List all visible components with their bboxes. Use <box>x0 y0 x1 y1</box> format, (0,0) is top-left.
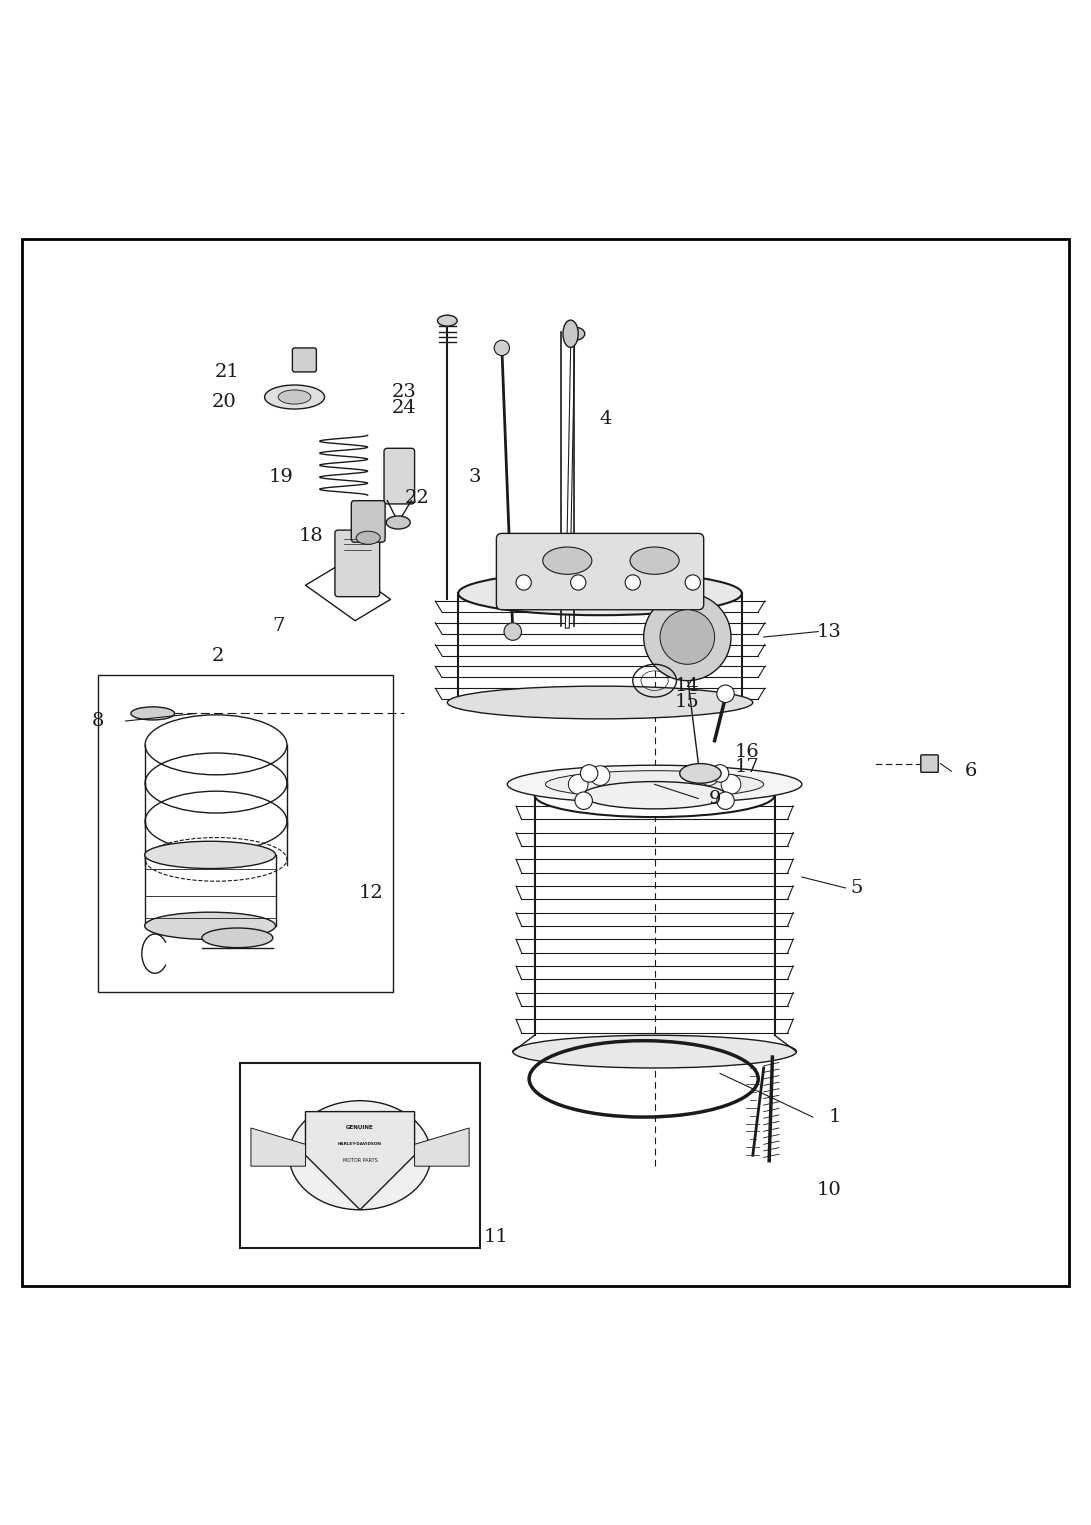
Polygon shape <box>305 564 391 621</box>
Circle shape <box>711 764 729 782</box>
Ellipse shape <box>680 764 721 784</box>
Ellipse shape <box>447 686 753 718</box>
Circle shape <box>625 575 640 590</box>
Text: 5: 5 <box>850 878 863 897</box>
Text: 9: 9 <box>708 790 721 808</box>
Text: GENUINE: GENUINE <box>346 1125 374 1130</box>
Text: 10: 10 <box>817 1182 841 1199</box>
FancyBboxPatch shape <box>292 348 316 372</box>
Ellipse shape <box>437 316 457 326</box>
Text: 6: 6 <box>964 762 978 781</box>
Circle shape <box>660 610 715 665</box>
Ellipse shape <box>513 1035 796 1068</box>
Ellipse shape <box>278 390 311 404</box>
FancyBboxPatch shape <box>496 534 704 610</box>
Text: 7: 7 <box>272 618 285 634</box>
Circle shape <box>580 764 598 782</box>
Ellipse shape <box>543 547 592 575</box>
Text: 21: 21 <box>215 363 239 381</box>
Circle shape <box>717 685 734 703</box>
FancyBboxPatch shape <box>98 676 393 991</box>
Ellipse shape <box>565 328 585 340</box>
Ellipse shape <box>202 929 273 947</box>
Text: 2: 2 <box>212 647 225 665</box>
Circle shape <box>568 775 588 795</box>
Circle shape <box>494 340 509 355</box>
Ellipse shape <box>145 912 276 939</box>
Polygon shape <box>305 1112 415 1209</box>
Ellipse shape <box>507 766 802 804</box>
FancyBboxPatch shape <box>921 755 938 772</box>
Circle shape <box>504 622 521 640</box>
Text: MOTOR PARTS: MOTOR PARTS <box>343 1157 377 1164</box>
Text: 17: 17 <box>735 758 759 776</box>
Circle shape <box>717 791 734 810</box>
Ellipse shape <box>458 572 742 615</box>
Text: 16: 16 <box>735 743 759 761</box>
Polygon shape <box>251 1128 305 1167</box>
FancyBboxPatch shape <box>240 1063 480 1247</box>
Text: 14: 14 <box>675 677 699 695</box>
Text: 22: 22 <box>405 490 429 508</box>
Text: 13: 13 <box>817 622 841 640</box>
Text: 4: 4 <box>599 410 612 429</box>
Ellipse shape <box>145 842 276 869</box>
Text: HARLEY-DAVIDSON: HARLEY-DAVIDSON <box>338 1142 382 1147</box>
Text: 24: 24 <box>392 400 416 416</box>
Text: 1: 1 <box>828 1109 841 1125</box>
FancyBboxPatch shape <box>384 448 415 503</box>
Ellipse shape <box>631 547 680 575</box>
Ellipse shape <box>386 515 410 529</box>
Circle shape <box>685 575 700 590</box>
Text: 8: 8 <box>92 712 105 730</box>
Ellipse shape <box>264 384 325 409</box>
FancyBboxPatch shape <box>335 531 380 596</box>
Text: 3: 3 <box>468 468 481 485</box>
Circle shape <box>590 766 610 785</box>
Circle shape <box>721 775 741 795</box>
Text: 23: 23 <box>392 383 416 401</box>
Ellipse shape <box>546 770 764 798</box>
Text: 11: 11 <box>484 1228 508 1246</box>
Circle shape <box>575 791 592 810</box>
Circle shape <box>571 575 586 590</box>
Circle shape <box>644 593 731 680</box>
Polygon shape <box>415 1128 469 1167</box>
Text: 19: 19 <box>269 468 293 485</box>
Text: 15: 15 <box>675 694 699 712</box>
Ellipse shape <box>535 773 775 817</box>
Ellipse shape <box>289 1101 431 1209</box>
Ellipse shape <box>357 531 381 544</box>
FancyBboxPatch shape <box>351 500 385 541</box>
Ellipse shape <box>131 708 175 720</box>
Text: 12: 12 <box>359 884 383 903</box>
Text: 20: 20 <box>212 393 236 412</box>
Ellipse shape <box>583 782 727 808</box>
Circle shape <box>699 766 719 785</box>
Ellipse shape <box>563 320 578 348</box>
Text: 18: 18 <box>299 526 323 544</box>
Circle shape <box>516 575 531 590</box>
